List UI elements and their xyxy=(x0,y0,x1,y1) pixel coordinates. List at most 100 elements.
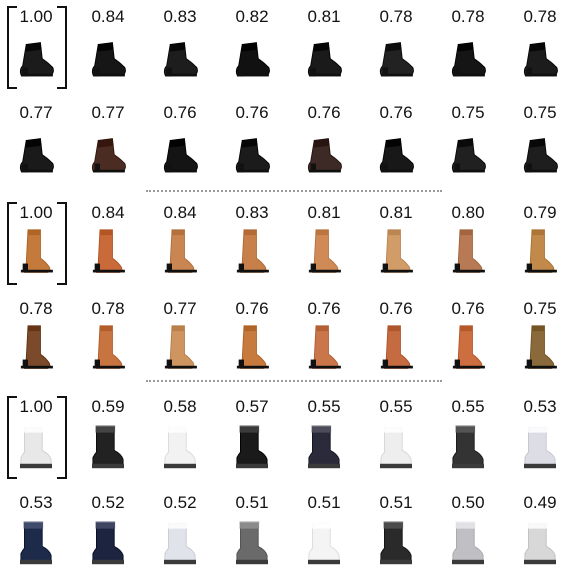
result-item[interactable]: 0.57 xyxy=(216,390,288,477)
result-item[interactable]: 0.58 xyxy=(144,390,216,477)
boot-thumbnail xyxy=(523,138,558,173)
result-item[interactable]: 0.76 xyxy=(144,96,216,183)
result-item[interactable]: 0.77 xyxy=(72,96,144,183)
similarity-score: 0.76 xyxy=(163,103,197,122)
result-item[interactable]: 0.55 xyxy=(288,390,360,477)
query-item[interactable]: 1.00 xyxy=(0,0,72,89)
result-item[interactable]: 0.55 xyxy=(360,390,432,477)
result-item[interactable]: 0.84 xyxy=(144,196,216,283)
boot-thumbnail xyxy=(163,42,198,77)
boot-thumbnail xyxy=(380,229,413,273)
boot-thumbnail xyxy=(92,325,125,369)
boot-thumbnail xyxy=(307,138,342,173)
result-item[interactable]: 0.75 xyxy=(504,292,576,379)
result-item[interactable]: 0.83 xyxy=(216,196,288,283)
result-item[interactable]: 0.78 xyxy=(432,0,504,87)
result-item[interactable]: 0.76 xyxy=(216,292,288,379)
similarity-score: 0.51 xyxy=(235,493,269,512)
result-item[interactable]: 0.78 xyxy=(0,292,72,379)
result-item[interactable]: 0.79 xyxy=(504,196,576,283)
boot-thumbnail xyxy=(308,229,341,273)
result-item[interactable]: 0.51 xyxy=(360,486,432,573)
group-separator xyxy=(146,380,442,382)
similarity-score: 0.52 xyxy=(163,493,197,512)
query-item[interactable]: 1.00 xyxy=(0,390,72,479)
result-item[interactable]: 0.55 xyxy=(432,390,504,477)
result-item[interactable]: 0.52 xyxy=(144,486,216,573)
result-item[interactable]: 0.81 xyxy=(288,196,360,283)
result-item[interactable]: 0.50 xyxy=(432,486,504,573)
result-item[interactable]: 0.49 xyxy=(504,486,576,573)
result-item[interactable]: 0.76 xyxy=(216,96,288,183)
result-item[interactable]: 0.78 xyxy=(504,0,576,87)
result-item[interactable]: 0.51 xyxy=(216,486,288,573)
result-item[interactable]: 0.76 xyxy=(288,96,360,183)
result-item[interactable]: 0.75 xyxy=(432,96,504,183)
result-group-black-ankle-boots: 1.00 0.84 0.83 0.82 0.81 0.78 0.78 0.78 0.77 0.77… xyxy=(0,0,580,174)
boot-thumbnail xyxy=(380,425,412,469)
boot-thumbnail xyxy=(523,42,558,77)
similarity-score: 0.82 xyxy=(235,7,269,26)
boot-thumbnail xyxy=(308,521,340,565)
boot-thumbnail xyxy=(92,425,124,469)
result-item[interactable]: 0.52 xyxy=(72,486,144,573)
similarity-score: 0.57 xyxy=(235,397,269,416)
group-separator xyxy=(146,190,442,192)
similarity-score: 0.76 xyxy=(307,103,341,122)
boot-thumbnail xyxy=(308,325,341,369)
boot-thumbnail xyxy=(19,138,54,173)
boot-thumbnail xyxy=(524,325,557,369)
similarity-score: 0.81 xyxy=(379,203,413,222)
result-item[interactable]: 0.84 xyxy=(72,196,144,283)
boot-thumbnail xyxy=(19,42,54,77)
similarity-score: 0.84 xyxy=(91,7,125,26)
boot-thumbnail xyxy=(380,521,412,565)
similarity-score: 0.83 xyxy=(235,203,269,222)
similarity-score: 1.00 xyxy=(19,7,53,26)
boot-thumbnail xyxy=(20,425,52,469)
boot-thumbnail xyxy=(236,425,268,469)
similarity-score: 0.77 xyxy=(163,299,197,318)
similarity-score: 0.51 xyxy=(307,493,341,512)
boot-thumbnail xyxy=(164,325,197,369)
similarity-score: 0.55 xyxy=(307,397,341,416)
similarity-score: 0.80 xyxy=(451,203,485,222)
result-item[interactable]: 0.81 xyxy=(360,196,432,283)
result-item[interactable]: 0.51 xyxy=(288,486,360,573)
similarity-score: 0.76 xyxy=(307,299,341,318)
query-item[interactable]: 1.00 xyxy=(0,196,72,285)
result-item[interactable]: 0.59 xyxy=(72,390,144,477)
result-group-winter-boots: 1.00 0.59 0.58 0.57 0.55 0.55 0.55 0.53 0.53 0.52… xyxy=(0,390,580,565)
result-group-tan-tall-boots: 1.00 0.84 0.84 0.83 0.81 0.81 0.80 0.79 0.78 0.78… xyxy=(0,196,580,370)
similarity-score: 0.84 xyxy=(91,203,125,222)
result-item[interactable]: 0.76 xyxy=(288,292,360,379)
boot-thumbnail xyxy=(163,138,198,173)
boot-thumbnail xyxy=(164,425,196,469)
result-item[interactable]: 0.77 xyxy=(144,292,216,379)
query-bracket xyxy=(7,6,67,89)
boot-thumbnail xyxy=(20,229,53,273)
result-item[interactable]: 0.81 xyxy=(288,0,360,87)
result-item[interactable]: 0.75 xyxy=(504,96,576,183)
similarity-score: 1.00 xyxy=(19,397,53,416)
boot-thumbnail xyxy=(524,229,557,273)
result-item[interactable]: 0.76 xyxy=(360,96,432,183)
boot-thumbnail xyxy=(380,325,413,369)
result-item[interactable]: 0.53 xyxy=(0,486,72,573)
boot-thumbnail xyxy=(92,521,124,565)
result-item[interactable]: 0.78 xyxy=(72,292,144,379)
result-item[interactable]: 0.82 xyxy=(216,0,288,87)
result-item[interactable]: 0.76 xyxy=(432,292,504,379)
result-item[interactable]: 0.78 xyxy=(360,0,432,87)
similarity-score: 0.76 xyxy=(379,299,413,318)
query-bracket xyxy=(7,202,67,285)
result-item[interactable]: 0.53 xyxy=(504,390,576,477)
result-item[interactable]: 0.80 xyxy=(432,196,504,283)
result-item[interactable]: 0.83 xyxy=(144,0,216,87)
result-item[interactable]: 0.84 xyxy=(72,0,144,87)
similarity-score: 0.79 xyxy=(523,203,557,222)
boot-thumbnail xyxy=(164,229,197,273)
result-item[interactable]: 0.76 xyxy=(360,292,432,379)
result-item[interactable]: 0.77 xyxy=(0,96,72,183)
boot-thumbnail xyxy=(20,521,52,565)
